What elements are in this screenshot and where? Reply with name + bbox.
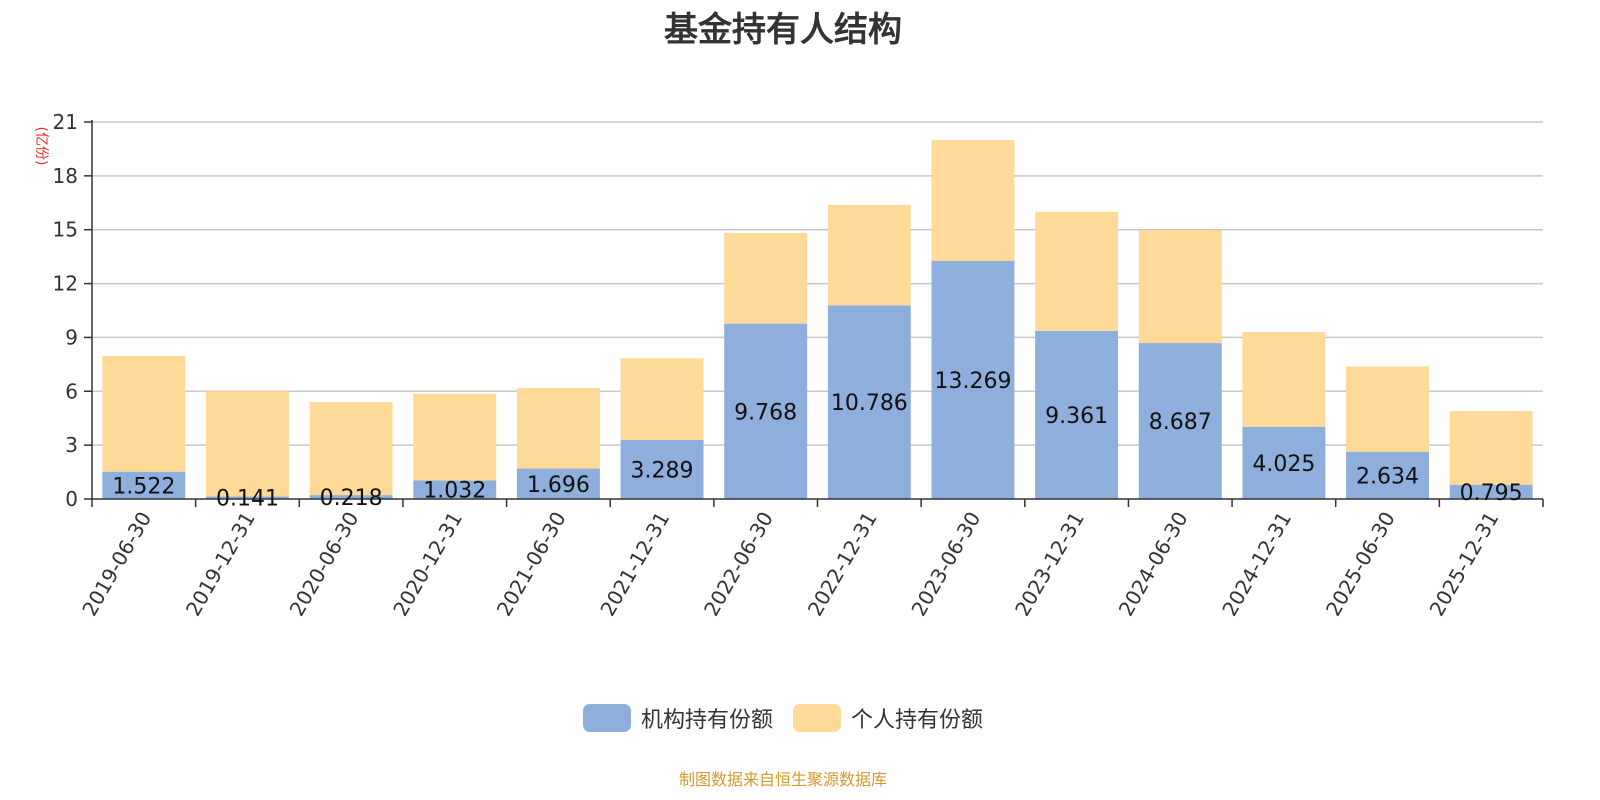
bar-individual[interactable] <box>1138 230 1222 344</box>
y-tick-label: 0 <box>65 487 78 511</box>
bar-institution[interactable] <box>1449 484 1533 499</box>
data-label-institution: 3.289 <box>631 458 694 483</box>
bar-institution[interactable] <box>827 305 911 499</box>
y-tick-label: 21 <box>53 110 78 134</box>
bar-individual[interactable] <box>102 355 186 472</box>
legend-item-institution[interactable]: 机构持有份额 <box>582 702 773 734</box>
bar-institution[interactable] <box>1346 451 1429 499</box>
legend: 机构持有份额 个人持有份额 <box>0 702 1566 734</box>
data-label-institution: 8.687 <box>1149 410 1212 435</box>
legend-swatch-institution <box>582 704 631 732</box>
data-label-institution: 4.025 <box>1252 452 1315 477</box>
bar-individual[interactable] <box>206 391 289 497</box>
x-tick-label: 2023-06-30 <box>906 508 985 621</box>
bar-individual[interactable] <box>1346 366 1429 452</box>
bar-institution[interactable] <box>516 468 600 499</box>
bar-individual[interactable] <box>1449 411 1533 485</box>
x-tick-label: 2020-06-30 <box>285 508 364 621</box>
legend-item-individual[interactable]: 个人持有份额 <box>793 702 983 734</box>
legend-swatch-individual <box>793 704 841 732</box>
bar-individual[interactable] <box>516 388 600 469</box>
x-tick-label: 2022-06-30 <box>699 508 778 621</box>
bar-institution[interactable] <box>931 260 1015 499</box>
bar-individual[interactable] <box>724 232 808 324</box>
bar-individual[interactable] <box>1242 332 1326 427</box>
bars <box>102 139 1533 499</box>
bar-individual[interactable] <box>827 204 911 306</box>
x-tick-label: 2024-12-31 <box>1217 508 1296 621</box>
bar-individual[interactable] <box>931 139 1015 261</box>
axes: 0 3 6 9 12 15 18 21 <box>53 110 1544 511</box>
x-tick-label: 2025-12-31 <box>1425 508 1504 621</box>
bar-institution[interactable] <box>206 496 289 499</box>
x-tick-label: 2021-06-30 <box>492 508 571 621</box>
bar-institution[interactable] <box>620 439 704 499</box>
legend-label-institution: 机构持有份额 <box>640 708 773 733</box>
bar-institution[interactable] <box>1138 343 1222 499</box>
x-tick-label: 2019-12-31 <box>181 508 260 621</box>
x-tick-label: 2024-06-30 <box>1114 508 1193 621</box>
data-label-institution: 9.361 <box>1045 404 1108 429</box>
x-tick-label: 2025-06-30 <box>1321 508 1400 621</box>
data-label-institution: 1.032 <box>423 479 486 504</box>
bar-individual[interactable] <box>1035 211 1119 331</box>
bar-institution[interactable] <box>309 495 393 499</box>
y-tick-label: 6 <box>65 379 78 403</box>
bar-institution[interactable] <box>1035 330 1119 499</box>
bar-institution[interactable] <box>1242 426 1326 499</box>
bar-institution[interactable] <box>724 323 808 499</box>
bar-individual[interactable] <box>413 393 497 481</box>
x-tick-label: 2021-12-31 <box>595 508 674 621</box>
x-tick-label: 2023-12-31 <box>1010 508 1089 621</box>
data-label-institution: 0.795 <box>1460 481 1523 506</box>
data-label-institution: 0.141 <box>216 487 279 512</box>
source-note: 制图数据来自恒生聚源数据库 <box>678 770 887 789</box>
data-label-institution: 9.768 <box>734 400 797 425</box>
data-label-institution: 0.218 <box>320 486 383 511</box>
bar-individual[interactable] <box>620 358 704 440</box>
y-tick-label: 12 <box>53 272 78 296</box>
data-label-institution: 1.522 <box>112 474 175 499</box>
data-label-institution: 2.634 <box>1356 464 1419 489</box>
bar-institution[interactable] <box>102 471 186 499</box>
y-tick-label: 15 <box>53 218 78 242</box>
x-tick-label: 2019-06-30 <box>77 508 156 621</box>
x-tick-label: 2022-12-31 <box>803 508 882 621</box>
bar-individual[interactable] <box>309 402 393 496</box>
bar-institution[interactable] <box>413 480 497 499</box>
x-tick-label: 2020-12-31 <box>388 508 467 621</box>
y-tick-label: 18 <box>53 164 78 188</box>
data-label-institution: 10.786 <box>831 391 908 416</box>
data-label-institution: 13.269 <box>934 369 1011 394</box>
y-tick-label: 9 <box>65 325 78 349</box>
legend-label-individual: 个人持有份额 <box>851 708 984 733</box>
data-label-institution: 1.696 <box>527 473 590 498</box>
y-axis-unit-label: (亿份) <box>33 127 49 166</box>
y-tick-label: 3 <box>65 433 78 457</box>
chart-title: 基金持有人结构 <box>664 10 902 50</box>
